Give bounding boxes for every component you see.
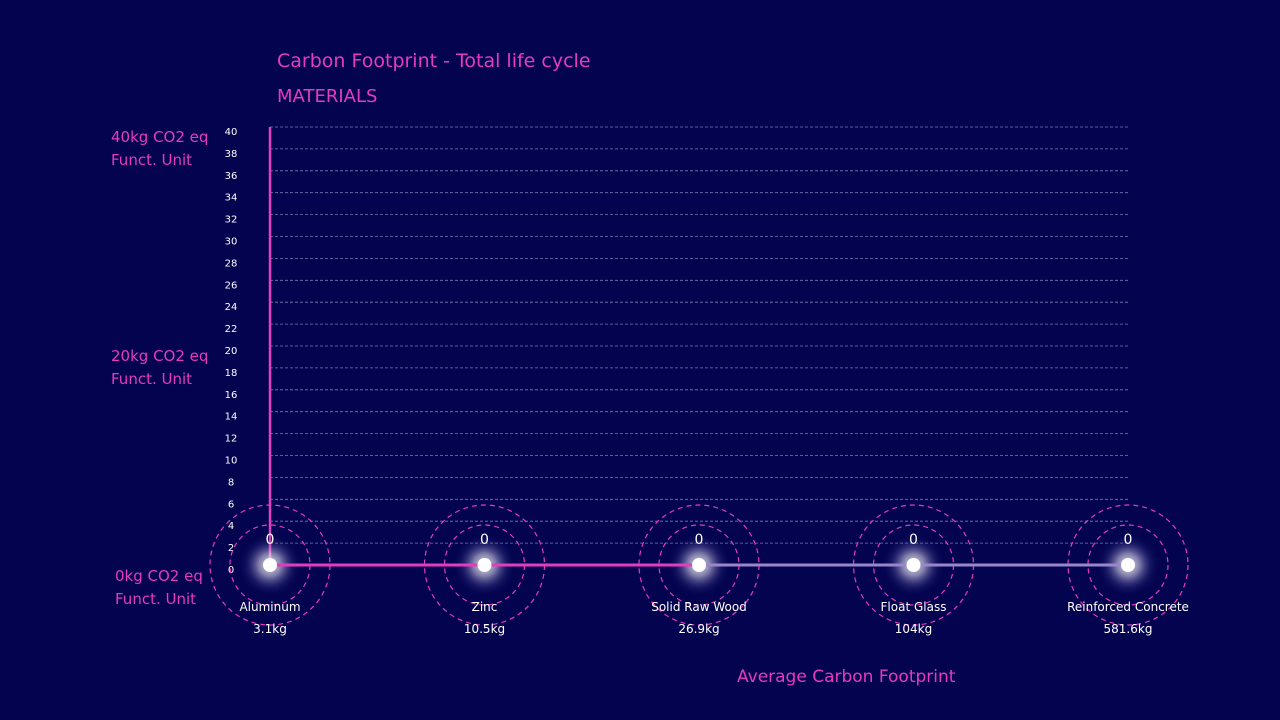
data-label-0: 0 [266,532,275,548]
chart-subtitle: MATERIALS [277,86,378,107]
category-label-0: Aluminum [239,600,300,614]
y-tick-label-32: 32 [225,215,238,226]
inner-ring-4 [1087,524,1169,606]
data-label-4: 0 [1124,532,1133,548]
y-tick-label-30: 30 [225,237,238,248]
data-point-0 [263,558,277,572]
y-tick-label-10: 10 [225,456,238,467]
y-tick-label-12: 12 [225,434,238,445]
y-axis-label-bottom-line2: Funct. Unit [115,590,197,608]
category-sublabel-3: 104kg [895,622,932,636]
category-label-4: Reinforced Concrete [1067,600,1189,614]
y-tick-label-38: 38 [225,149,238,160]
y-tick-label-34: 34 [225,193,238,204]
y-axis-label-middle: 20kg CO2 eq Funct. Unit [111,345,208,391]
category-label-1: Zinc [472,600,498,614]
outer-ring-4 [1067,504,1189,626]
y-tick-label-6: 6 [228,499,234,510]
y-axis-label-bottom-line1: 0kg CO2 eq [115,567,203,585]
y-axis-label-bottom: 0kg CO2 eq Funct. Unit [115,565,203,611]
chart-title: Carbon Footprint - Total life cycle [277,50,591,72]
y-tick-label-18: 18 [225,368,238,379]
y-tick-label-0: 0 [228,565,234,576]
category-label-2: Solid Raw Wood [651,600,747,614]
data-point-3 [906,558,921,572]
y-axis-label-top: 40kg CO2 eq Funct. Unit [111,126,208,172]
data-label-3: 0 [909,532,918,548]
category-sublabel-2: 26.9kg [678,622,719,636]
y-tick-label-28: 28 [225,258,238,269]
y-tick-label-22: 22 [225,324,238,335]
y-tick-label-20: 20 [225,346,238,357]
y-axis-label-top-line2: Funct. Unit [111,151,193,169]
y-tick-label-8: 8 [228,477,234,488]
data-label-2: 0 [695,532,704,548]
data-label-1: 0 [480,532,489,548]
data-point-1 [477,558,492,572]
y-tick-label-2: 2 [228,543,234,554]
y-axis-label-middle-line2: Funct. Unit [111,370,193,388]
category-sublabel-0: 3.1kg [253,622,287,636]
y-tick-label-16: 16 [225,390,238,401]
y-tick-label-14: 14 [225,412,238,423]
category-label-3: Float Glass [881,600,947,614]
y-axis-label-middle-line1: 20kg CO2 eq [111,347,209,365]
data-point-2 [692,558,706,572]
y-tick-label-4: 4 [228,521,234,532]
y-tick-label-40: 40 [225,127,238,138]
category-sublabel-4: 581.6kg [1104,622,1153,636]
category-sublabel-1: 10.5kg [464,622,505,636]
legend-label: Average Carbon Footprint [737,667,956,687]
y-tick-label-36: 36 [225,171,238,182]
y-tick-label-24: 24 [225,302,238,313]
data-point-4 [1121,558,1135,572]
y-axis-label-top-line1: 40kg CO2 eq [111,128,209,146]
y-tick-label-26: 26 [225,280,238,291]
